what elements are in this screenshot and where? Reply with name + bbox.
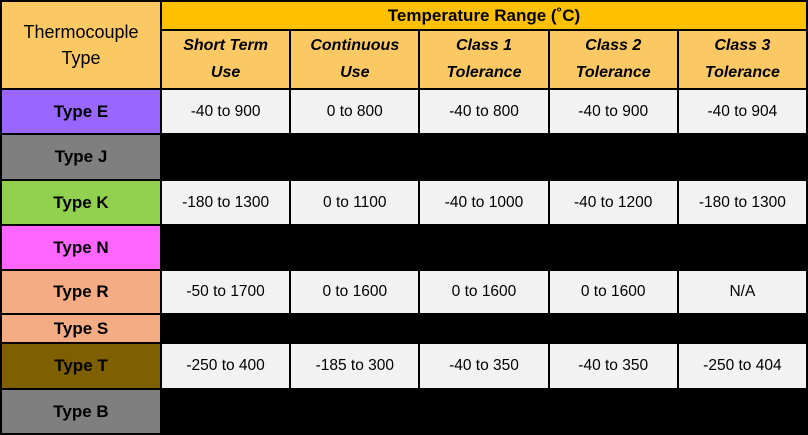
table-cell-blacked [678,226,806,269]
table-cell-blacked [162,315,290,342]
type-label-cell: Type E [2,90,160,133]
table-cell: -250 to 400 [162,344,290,388]
type-label-cell: Type K [2,181,160,224]
table-cell-blacked [549,315,677,342]
column-header-class1: Class 1 Tolerance [420,31,548,88]
column-header-class3: Class 3 Tolerance [678,31,806,88]
type-label-cell: Type R [2,271,160,313]
column-header-short-term: Short Term Use [162,31,290,88]
table-cell-blacked [420,226,548,269]
table-cell-blacked [678,135,806,179]
table-cell: -40 to 1000 [420,181,548,224]
table-cell-blacked [420,135,548,179]
table-cell-blacked [162,390,290,433]
table-cell: 0 to 1600 [291,271,419,313]
table-cell: -40 to 900 [549,90,677,133]
table-cell: 0 to 1600 [549,271,677,313]
table-cell-blacked [162,226,290,269]
table-cell: N/A [678,271,806,313]
table-cell: -40 to 904 [678,90,806,133]
table-cell: -40 to 1200 [549,181,677,224]
column-header-class2: Class 2 Tolerance [549,31,677,88]
temperature-range-header: Temperature Range (˚C) [162,2,806,29]
table-cell-blacked [291,226,419,269]
table-cell: -180 to 1300 [162,181,290,224]
table-cell-blacked [549,226,677,269]
table-cell-blacked [291,135,419,179]
column-header-continuous: Continuous Use [291,31,419,88]
table-cell: -40 to 350 [420,344,548,388]
table-cell-blacked [420,315,548,342]
table-cell-blacked [291,390,419,433]
table-cell-blacked [678,315,806,342]
table-cell: 0 to 800 [291,90,419,133]
type-label-cell: Type J [2,135,160,179]
table-cell-blacked [420,390,548,433]
type-label-cell: Type T [2,344,160,388]
table-cell-blacked [549,390,677,433]
table-cell-blacked [162,135,290,179]
type-label-cell: Type N [2,226,160,269]
table-cell: -40 to 900 [162,90,290,133]
type-label-cell: Type S [2,315,160,342]
table-cell: -180 to 1300 [678,181,806,224]
table-cell: 0 to 1100 [291,181,419,224]
type-label-cell: Type B [2,390,160,433]
table-cell: -40 to 350 [549,344,677,388]
table-cell: -40 to 800 [420,90,548,133]
table-cell: -50 to 1700 [162,271,290,313]
corner-header: Thermocouple Type [2,2,160,88]
table-cell-blacked [291,315,419,342]
table-cell: -185 to 300 [291,344,419,388]
table-cell: 0 to 1600 [420,271,548,313]
table-cell: -250 to 404 [678,344,806,388]
table-cell-blacked [678,390,806,433]
table-cell-blacked [549,135,677,179]
